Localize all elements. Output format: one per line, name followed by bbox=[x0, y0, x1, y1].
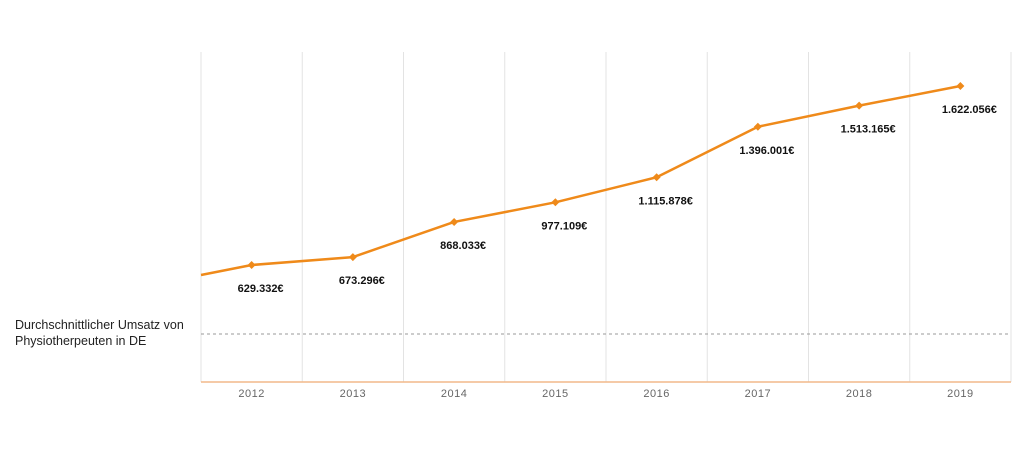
x-tick-label: 2016 bbox=[643, 388, 669, 400]
x-tick-label: 2014 bbox=[441, 388, 467, 400]
vertical-gridlines bbox=[200, 52, 1012, 382]
data-label: 1.115.878€ bbox=[638, 195, 692, 207]
data-label: 1.513.165€ bbox=[841, 124, 896, 136]
data-label: 629.332€ bbox=[238, 283, 284, 295]
data-point-marker bbox=[551, 198, 560, 207]
x-tick-label: 2017 bbox=[745, 388, 771, 400]
data-label: 673.296€ bbox=[339, 275, 385, 287]
data-label: 1.622.056€ bbox=[942, 104, 997, 116]
data-label: 1.396.001€ bbox=[739, 145, 794, 157]
data-point-marker bbox=[348, 253, 357, 262]
series-line bbox=[200, 84, 961, 277]
x-axis-tick-labels: 2012 2013 2014 2015 2016 2017 2018 2019 bbox=[238, 388, 973, 400]
data-label: 868.033€ bbox=[440, 240, 486, 252]
x-tick-label: 2013 bbox=[340, 388, 366, 400]
data-point-marker bbox=[753, 122, 762, 131]
data-point-marker bbox=[652, 173, 661, 182]
data-points bbox=[247, 82, 965, 269]
reference-line-label: Durchschnittlicher Umsatz von Physiother… bbox=[15, 318, 184, 348]
data-label: 977.109€ bbox=[541, 220, 587, 232]
data-point-marker bbox=[855, 101, 864, 110]
x-tick-label: 2018 bbox=[846, 388, 872, 400]
x-tick-label: 2012 bbox=[238, 388, 264, 400]
data-point-marker bbox=[450, 217, 459, 226]
data-point-marker bbox=[247, 261, 256, 269]
data-labels: 629.332€ 673.296€ 868.033€ 977.109€ 1.115.87… bbox=[238, 104, 997, 295]
data-point-marker bbox=[956, 82, 965, 90]
x-tick-label: 2019 bbox=[947, 388, 973, 400]
x-tick-label: 2015 bbox=[542, 388, 568, 400]
